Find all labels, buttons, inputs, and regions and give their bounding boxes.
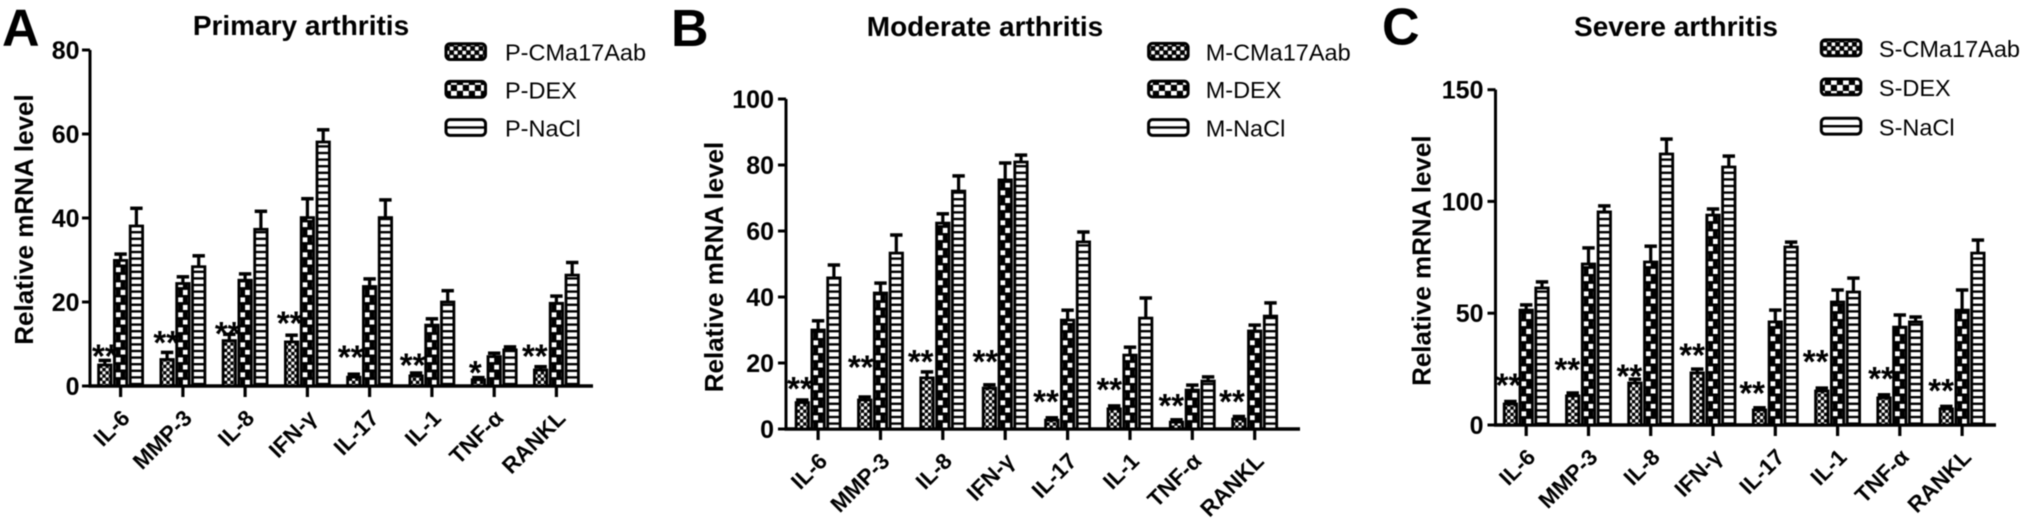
svg-text:**: ** <box>338 339 364 376</box>
svg-text:A: A <box>2 0 40 58</box>
svg-text:Moderate arthritis: Moderate arthritis <box>867 11 1104 42</box>
svg-text:M-CMa17Aab: M-CMa17Aab <box>1206 39 1351 65</box>
svg-text:60: 60 <box>52 121 80 149</box>
svg-text:**: ** <box>153 324 179 361</box>
svg-text:S-NaCl: S-NaCl <box>1879 114 1955 140</box>
svg-text:C: C <box>1382 0 1420 57</box>
svg-text:Primary arthritis: Primary arthritis <box>193 10 409 41</box>
svg-text:**: ** <box>277 304 303 341</box>
svg-text:20: 20 <box>52 289 80 317</box>
svg-text:**: ** <box>400 347 426 384</box>
svg-text:P-DEX: P-DEX <box>505 77 577 103</box>
svg-text:**: ** <box>215 315 241 352</box>
svg-text:20: 20 <box>746 350 774 378</box>
svg-text:**: ** <box>972 343 998 380</box>
svg-text:0: 0 <box>1470 412 1484 440</box>
svg-text:**: ** <box>1096 371 1122 408</box>
svg-text:Severe arthritis: Severe arthritis <box>1574 11 1778 42</box>
svg-text:M-DEX: M-DEX <box>1206 77 1282 103</box>
svg-text:**: ** <box>1496 367 1522 404</box>
svg-text:**: ** <box>1803 343 1829 380</box>
svg-text:**: ** <box>1554 351 1580 388</box>
svg-text:**: ** <box>1617 358 1643 395</box>
svg-text:40: 40 <box>746 284 774 312</box>
svg-text:**: ** <box>1739 375 1765 412</box>
svg-text:80: 80 <box>746 152 774 180</box>
svg-text:**: ** <box>522 337 548 374</box>
svg-text:P-NaCl: P-NaCl <box>505 116 581 142</box>
svg-text:**: ** <box>787 370 813 407</box>
svg-text:**: ** <box>908 343 934 380</box>
svg-text:**: ** <box>1033 383 1059 420</box>
svg-text:80: 80 <box>52 37 80 65</box>
svg-text:Relative mRNA level: Relative mRNA level <box>1406 135 1436 385</box>
svg-text:M-NaCl: M-NaCl <box>1206 116 1286 142</box>
svg-text:50: 50 <box>1456 300 1484 328</box>
svg-text:Relative mRNA level: Relative mRNA level <box>9 94 39 344</box>
svg-text:0: 0 <box>760 416 774 444</box>
svg-text:**: ** <box>1928 372 1954 409</box>
svg-text:**: ** <box>1158 387 1184 424</box>
svg-text:**: ** <box>1679 336 1705 373</box>
svg-text:**: ** <box>848 349 874 386</box>
svg-text:150: 150 <box>1442 77 1484 105</box>
svg-text:60: 60 <box>746 218 774 246</box>
svg-text:**: ** <box>92 337 118 374</box>
svg-text:**: ** <box>1868 360 1894 397</box>
svg-text:S-CMa17Aab: S-CMa17Aab <box>1879 36 2020 62</box>
svg-text:Relative mRNA level: Relative mRNA level <box>699 142 729 392</box>
svg-text:P-CMa17Aab: P-CMa17Aab <box>505 40 646 66</box>
svg-text:*: * <box>469 354 482 391</box>
svg-text:40: 40 <box>52 205 80 233</box>
svg-text:B: B <box>671 0 709 58</box>
svg-text:100: 100 <box>732 86 774 114</box>
svg-text:0: 0 <box>66 373 80 401</box>
svg-text:**: ** <box>1219 383 1245 420</box>
svg-text:100: 100 <box>1442 188 1484 216</box>
svg-text:S-DEX: S-DEX <box>1879 75 1951 101</box>
